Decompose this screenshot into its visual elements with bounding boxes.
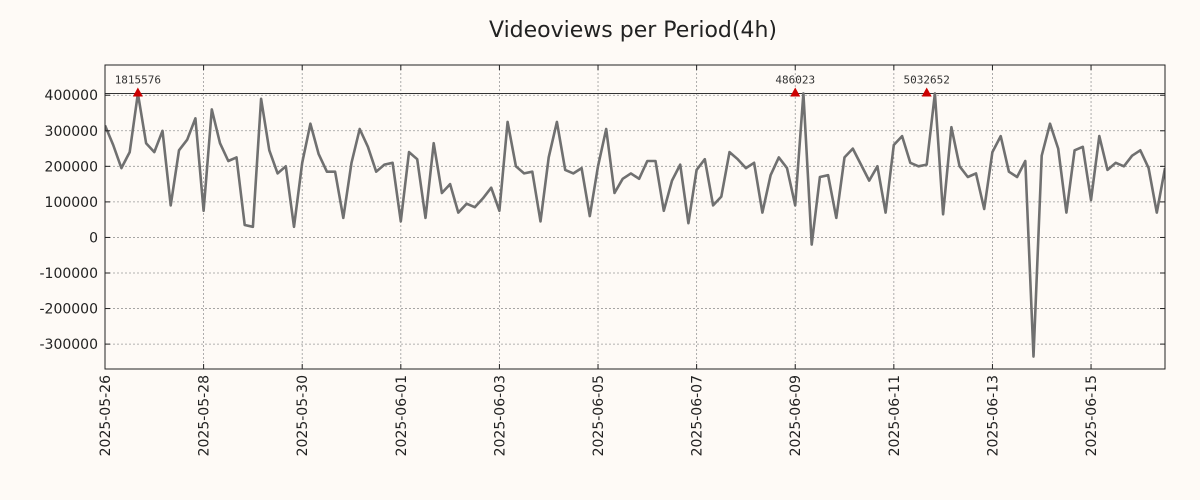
y-tick-label: 300000 <box>45 124 98 140</box>
y-tick-label: 0 <box>89 230 98 246</box>
peak-label: 486023 <box>775 73 815 86</box>
x-tick-label: 2025-06-11 <box>887 375 903 456</box>
chart-title: Videoviews per Period(4h) <box>489 18 777 43</box>
x-tick-label: 2025-05-28 <box>197 375 213 456</box>
peak-label: 5032652 <box>904 73 950 86</box>
peak-label: 1815576 <box>115 73 161 86</box>
peak-marker <box>790 87 801 97</box>
plot-area <box>105 65 1165 369</box>
grid <box>104 65 1165 369</box>
peak-marker <box>132 87 143 97</box>
y-tick-label: -100000 <box>40 266 99 282</box>
y-axis: -300000 -200000 -100000 0 100000 200000 300000… <box>40 88 1165 353</box>
x-tick-label: 2025-06-07 <box>690 375 706 456</box>
x-tick-label: 2025-05-30 <box>295 375 311 456</box>
y-tick-label: 100000 <box>45 195 98 211</box>
y-tick-label: -200000 <box>40 302 99 318</box>
y-tick-label: 400000 <box>45 88 98 104</box>
data-series <box>105 92 1165 358</box>
x-tick-label: 2025-06-03 <box>492 375 508 456</box>
plot-frame <box>104 64 1166 370</box>
x-tick-label: 2025-06-09 <box>788 375 804 456</box>
x-tick-label: 2025-06-05 <box>591 375 607 456</box>
x-tick-label: 2025-06-15 <box>1084 375 1100 456</box>
peak-markers: 1815576 486023 5032652 <box>115 73 950 97</box>
x-tick-label: 2025-06-13 <box>985 375 1001 456</box>
series-line <box>105 92 1165 358</box>
y-tick-label: 200000 <box>45 159 98 175</box>
x-tick-label: 2025-06-01 <box>394 375 410 456</box>
y-tick-label: -300000 <box>40 337 99 353</box>
x-tick-label: 2025-05-26 <box>98 375 114 456</box>
x-axis: 2025-05-26 2025-05-28 2025-05-30 2025-06-01… <box>98 65 1100 456</box>
peak-marker <box>921 87 932 97</box>
